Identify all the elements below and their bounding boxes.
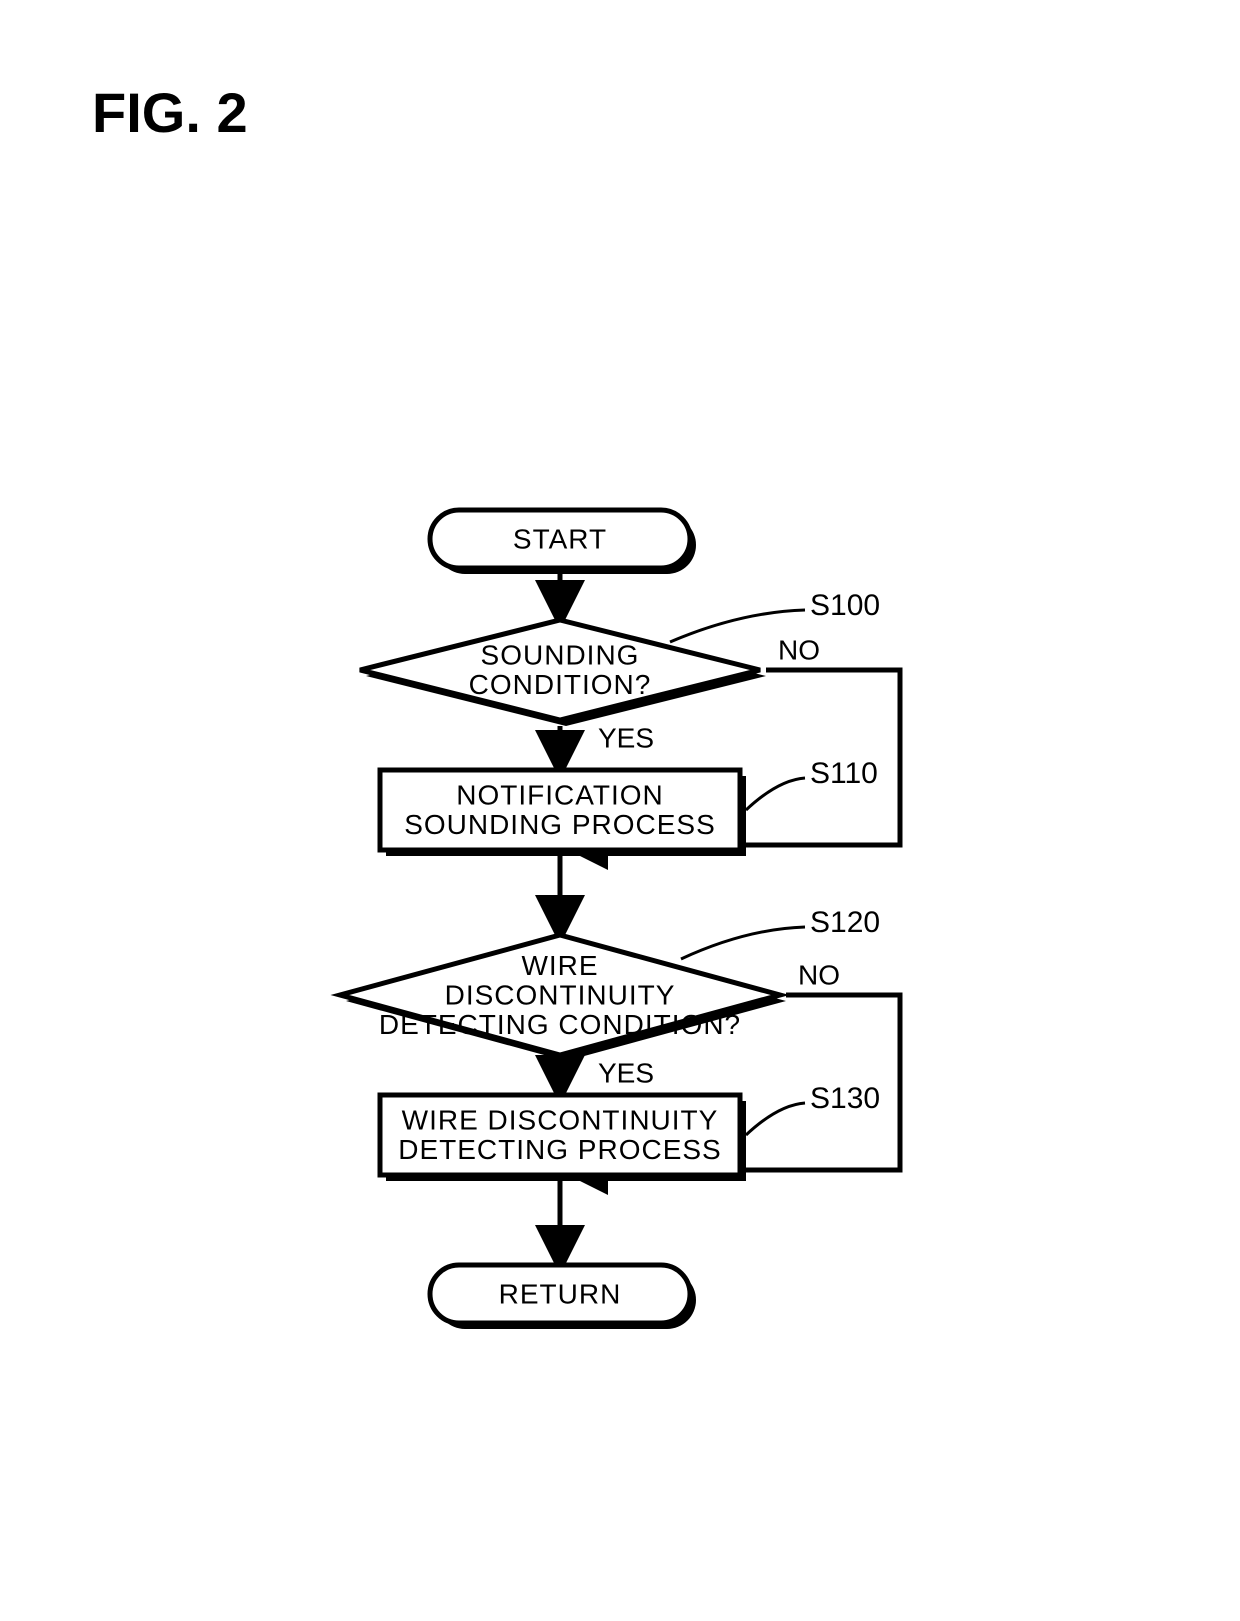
flowchart-diagram: START SOUNDINGCONDITION? NOTIFICATIONSOUND… [0, 0, 1240, 1621]
svg-text:DETECTING PROCESS: DETECTING PROCESS [398, 1134, 721, 1165]
svg-text:DISCONTINUITY: DISCONTINUITY [445, 979, 676, 1010]
svg-text:NOTIFICATION: NOTIFICATION [456, 780, 663, 811]
svg-text:NO: NO [778, 634, 820, 665]
svg-text:CONDITION?: CONDITION? [469, 669, 652, 700]
svg-text:YES: YES [598, 722, 654, 753]
flowchart-nodes [340, 510, 786, 1329]
svg-text:S110: S110 [810, 757, 878, 790]
svg-text:WIRE DISCONTINUITY: WIRE DISCONTINUITY [402, 1105, 719, 1136]
svg-text:START: START [513, 523, 607, 554]
svg-text:S100: S100 [810, 589, 880, 622]
svg-text:RETURN: RETURN [499, 1278, 622, 1309]
svg-text:S130: S130 [810, 1082, 880, 1115]
svg-text:YES: YES [598, 1057, 654, 1088]
svg-text:SOUNDING PROCESS: SOUNDING PROCESS [404, 809, 716, 840]
svg-text:DETECTING CONDITION?: DETECTING CONDITION? [379, 1009, 741, 1040]
svg-text:NO: NO [798, 959, 840, 990]
flowchart-labels: START SOUNDINGCONDITION? NOTIFICATIONSOUND… [379, 523, 880, 1309]
svg-text:S120: S120 [810, 906, 880, 939]
svg-text:WIRE: WIRE [521, 950, 598, 981]
svg-text:SOUNDING: SOUNDING [481, 640, 640, 671]
